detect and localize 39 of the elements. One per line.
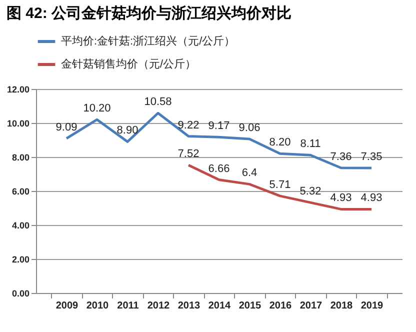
x-tick-label: 2019: [360, 300, 384, 312]
data-label: 9.06: [238, 122, 260, 134]
data-label: 4.93: [330, 192, 352, 204]
data-label: 8.20: [269, 136, 291, 149]
y-tick-label: 2.00: [12, 254, 30, 264]
data-label: 6.4: [242, 167, 258, 180]
data-label: 9.09: [56, 121, 78, 134]
x-tick-label: 2016: [269, 300, 292, 312]
data-label: 10.20: [83, 102, 111, 115]
data-label: 9.17: [208, 120, 230, 132]
data-label: 7.36: [330, 150, 352, 163]
x-tick-label: 2014: [208, 300, 232, 312]
data-label: 10.58: [144, 96, 172, 108]
x-tick-label: 2018: [330, 300, 354, 312]
data-label: 5.71: [269, 178, 291, 191]
x-tick-label: 2011: [117, 300, 140, 312]
legend-label: 平均价:金针菇:浙江绍兴（元/公斤）: [61, 34, 236, 48]
x-tick-label: 2017: [300, 300, 323, 312]
x-tick-label: 2010: [86, 300, 110, 312]
y-tick-label: 8.00: [12, 152, 30, 162]
data-label: 7.52: [178, 148, 200, 160]
data-label: 5.32: [300, 186, 322, 198]
y-tick-label: 6.00: [12, 186, 30, 196]
y-tick-label: 4.00: [12, 220, 30, 230]
x-tick-label: 2012: [147, 300, 170, 312]
data-label: 7.35: [360, 151, 382, 164]
data-label: 6.66: [208, 162, 230, 175]
data-label: 4.93: [360, 192, 382, 204]
y-tick-label: 12.00: [6, 84, 30, 94]
data-label: 8.11: [300, 138, 321, 150]
y-tick-label: 10.00: [6, 118, 30, 128]
data-label: 9.22: [178, 119, 200, 132]
data-label: 8.90: [116, 124, 138, 137]
x-tick-label: 2015: [238, 300, 262, 312]
y-tick-label: 0.00: [12, 288, 30, 298]
legend-label: 金针菇销售均价（元/公斤）: [61, 58, 196, 70]
x-tick-label: 2009: [56, 300, 79, 312]
chart-title: 图 42: 公司金针菇均价与浙江绍兴均价对比: [6, 5, 292, 22]
x-tick-label: 2013: [178, 300, 201, 312]
